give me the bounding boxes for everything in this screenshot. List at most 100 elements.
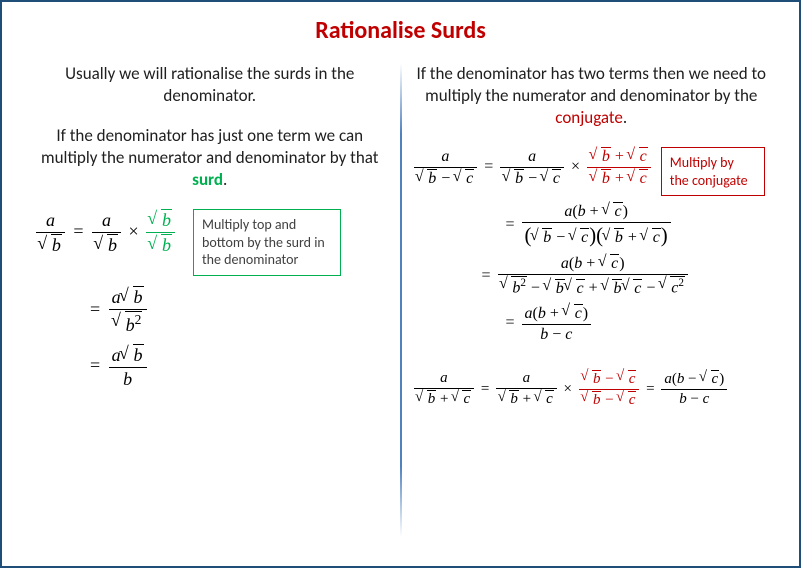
right-para-1: If the denominator has two terms then we…: [414, 63, 770, 129]
right-eq-bottom: ab + c = ab + c × b − cb − c = a(b − c)b…: [414, 370, 770, 409]
rb-p2: +: [523, 391, 531, 407]
rb-m2: −: [605, 392, 613, 408]
r-a1: a: [441, 148, 449, 165]
right-para-1b: .: [623, 107, 627, 128]
left-annotation-box: Multiply top and bottom by the surd in t…: [193, 209, 341, 276]
r-bb2: b: [574, 255, 582, 272]
left-para-2b: .: [223, 169, 227, 190]
r-bb3: b: [538, 305, 546, 322]
left-para-1: Usually we will rationalise the surds in…: [32, 63, 388, 107]
r-bb4: b: [540, 326, 548, 343]
r-p5: +: [586, 255, 595, 272]
rb-b2: b: [509, 390, 519, 408]
rb-a2: a: [523, 370, 531, 386]
right-eq-3: = a(b + c)b2 − bc + bc − c2: [482, 254, 770, 297]
r-c10: c: [633, 279, 642, 298]
conjugate-word: conjugate: [555, 107, 623, 128]
sym-a: a: [46, 210, 55, 230]
surd-word: surd: [192, 169, 223, 190]
r-a4: a: [561, 255, 569, 272]
right-eq-2: = a(b + c)(b − c)(b + c): [506, 202, 770, 248]
r-eq2: =: [506, 216, 518, 233]
r-b6: b: [614, 228, 624, 247]
rb-c2: c: [545, 390, 554, 408]
r-a2: a: [528, 148, 536, 165]
left-eq-annot-row: ab = ab × bb Multiply top and bottom by …: [36, 209, 388, 276]
r-p1: +: [615, 148, 624, 165]
sym-a2: a: [102, 210, 111, 230]
r-c9: c: [576, 279, 585, 298]
page-title: Rationalise Surds: [2, 2, 799, 53]
rb-t1: ×: [561, 381, 575, 397]
rb-c4: c: [628, 391, 637, 409]
r-c3: c: [639, 147, 648, 166]
rb-m4: −: [690, 391, 698, 407]
sym-b2: b: [107, 234, 118, 256]
r-p2: +: [615, 170, 624, 187]
left-column: Usually we will rationalise the surds in…: [20, 53, 400, 547]
r-b4: b: [601, 169, 611, 188]
r-c12: c: [574, 304, 583, 323]
r-t1: ×: [568, 158, 583, 175]
rb-b4: b: [592, 391, 602, 409]
r-bb1: b: [578, 203, 586, 220]
sym-b6: b: [126, 315, 135, 335]
rb-eq1: =: [478, 381, 492, 397]
left-eq-2: = abb2: [90, 286, 388, 336]
right-eq-4: = a(b + c)b − c: [506, 304, 770, 344]
r-b3: b: [601, 147, 611, 166]
r-eq4: =: [506, 314, 518, 331]
sym-eq3: =: [90, 355, 104, 375]
document-frame: Rationalise Surds Usually we will ration…: [0, 0, 801, 568]
r-c5: c: [613, 202, 622, 221]
right-eq-annot-row: ab − c = ab − c × b + cb + c Multiply by…: [414, 147, 770, 196]
rb-c3: c: [628, 370, 637, 388]
rb-c5: c: [711, 370, 720, 388]
r-eq1: =: [481, 158, 496, 175]
sym-eq2: =: [90, 299, 104, 319]
r-m5: −: [646, 280, 655, 297]
rb-m3: −: [688, 371, 696, 387]
r-c2: c: [552, 169, 561, 188]
r-b5: b: [542, 228, 552, 247]
sym-b7: b: [133, 344, 144, 366]
sym-b4: b: [161, 234, 172, 256]
r-cc1: c: [565, 326, 572, 343]
sym-b: b: [51, 234, 62, 256]
rb-c1: c: [462, 390, 471, 408]
left-para-2a: If the denominator has just one term we …: [41, 125, 378, 168]
right-para-1a: If the denominator has two terms then we…: [416, 63, 766, 106]
rb-b3: b: [592, 370, 602, 388]
rb-bb1: b: [677, 371, 685, 387]
left-eq-3: = abb: [90, 344, 388, 390]
rb-cc1: c: [703, 391, 710, 407]
r-c1: c: [465, 169, 474, 188]
sym-b5: b: [133, 286, 144, 308]
sym-b3: b: [161, 209, 172, 231]
sym-b8: b: [109, 368, 147, 390]
right-eq-1: ab − c = ab − c × b + cb + c: [414, 147, 651, 188]
r-c7: c: [652, 228, 661, 247]
r-m3: −: [556, 229, 565, 246]
sym-eq: =: [69, 221, 87, 241]
sym-times: ×: [125, 221, 141, 241]
right-annotation-box: Multiply by the conjugate: [661, 147, 765, 196]
r-c8: c: [610, 254, 619, 273]
r-c4: c: [639, 169, 648, 188]
r-b2: b: [514, 169, 524, 188]
left-eq-1: ab = ab × bb: [36, 209, 175, 256]
r-p7: +: [550, 305, 559, 322]
left-para-2: If the denominator has just one term we …: [32, 125, 388, 191]
r-m1: −: [441, 170, 450, 187]
r-eq3: =: [482, 267, 494, 284]
r-m2: −: [528, 170, 537, 187]
r-b1: b: [427, 169, 437, 188]
rb-p1: +: [440, 391, 448, 407]
r-c6: c: [580, 228, 589, 247]
rb-a3: a: [664, 371, 672, 387]
rb-m1: −: [605, 371, 613, 387]
r-m6: −: [552, 326, 561, 343]
r-m4: −: [531, 280, 540, 297]
columns: Usually we will rationalise the surds in…: [2, 53, 799, 557]
r-p3: +: [590, 203, 599, 220]
